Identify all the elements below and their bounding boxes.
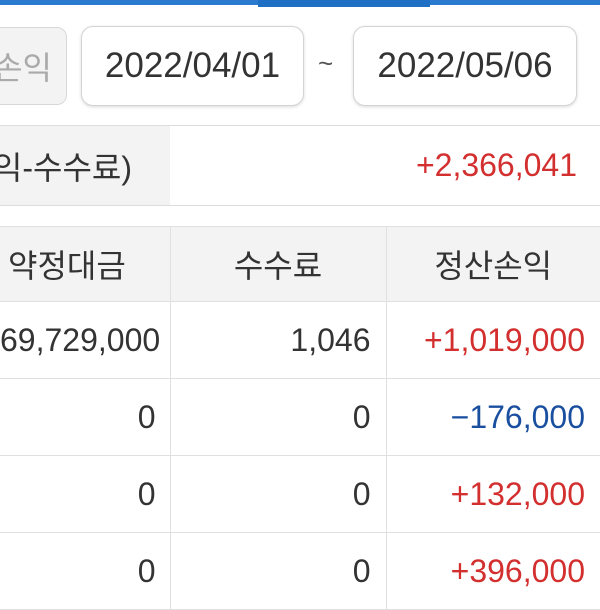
contract-amount-cell: 69,729,000 xyxy=(0,301,171,379)
table-row[interactable]: 69,729,000 1,046 +1,019,000 xyxy=(0,301,600,379)
fee-cell: 0 xyxy=(169,532,387,610)
pnl-filter-button[interactable]: 손익 xyxy=(0,27,67,105)
date-separator: ~ xyxy=(318,48,334,78)
active-tab-indicator[interactable] xyxy=(258,0,430,7)
filter-label: 손익 xyxy=(0,50,52,86)
summary-value: +2,366,041 xyxy=(415,147,577,183)
pnl-table: 약정대금 수수료 정산손익 69,729,000 1,046 +1,019,000 0… xyxy=(0,226,600,610)
start-date-input[interactable]: 2022/04/01 xyxy=(81,26,304,106)
contract-amount-cell: 0 xyxy=(0,378,171,456)
contract-amount-cell: 0 xyxy=(0,455,171,533)
header-contract-amount: 약정대금 xyxy=(0,226,171,302)
table-row[interactable]: 0 0 +132,000 xyxy=(0,455,600,533)
settled-pnl-cell: +1,019,000 xyxy=(385,301,600,379)
fee-cell: 0 xyxy=(169,378,387,456)
table-row[interactable]: 0 0 −176,000 xyxy=(0,378,600,456)
contract-amount-cell: 0 xyxy=(0,532,171,610)
settled-pnl-cell: −176,000 xyxy=(385,378,600,456)
fee-cell: 1,046 xyxy=(169,301,387,379)
end-date-input[interactable]: 2022/05/06 xyxy=(353,26,577,106)
settled-pnl-cell: +396,000 xyxy=(385,532,600,610)
table-row[interactable]: 0 0 +396,000 xyxy=(0,532,600,610)
fee-cell: 0 xyxy=(169,455,387,533)
header-settled-pnl: 정산손익 xyxy=(385,226,600,302)
header-fee: 수수료 xyxy=(169,226,387,302)
summary-label: 익-수수료) xyxy=(0,126,170,205)
settled-pnl-cell: +132,000 xyxy=(385,455,600,533)
summary-row: 익-수수료) +2,366,041 xyxy=(0,125,600,206)
